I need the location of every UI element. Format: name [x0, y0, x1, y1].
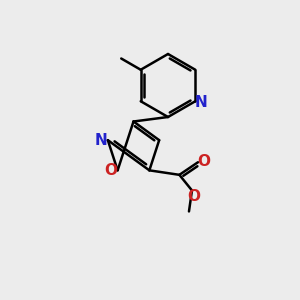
Text: N: N: [95, 133, 108, 148]
Text: O: O: [197, 154, 210, 169]
Text: O: O: [104, 163, 118, 178]
Text: O: O: [187, 189, 200, 204]
Text: N: N: [194, 95, 207, 110]
